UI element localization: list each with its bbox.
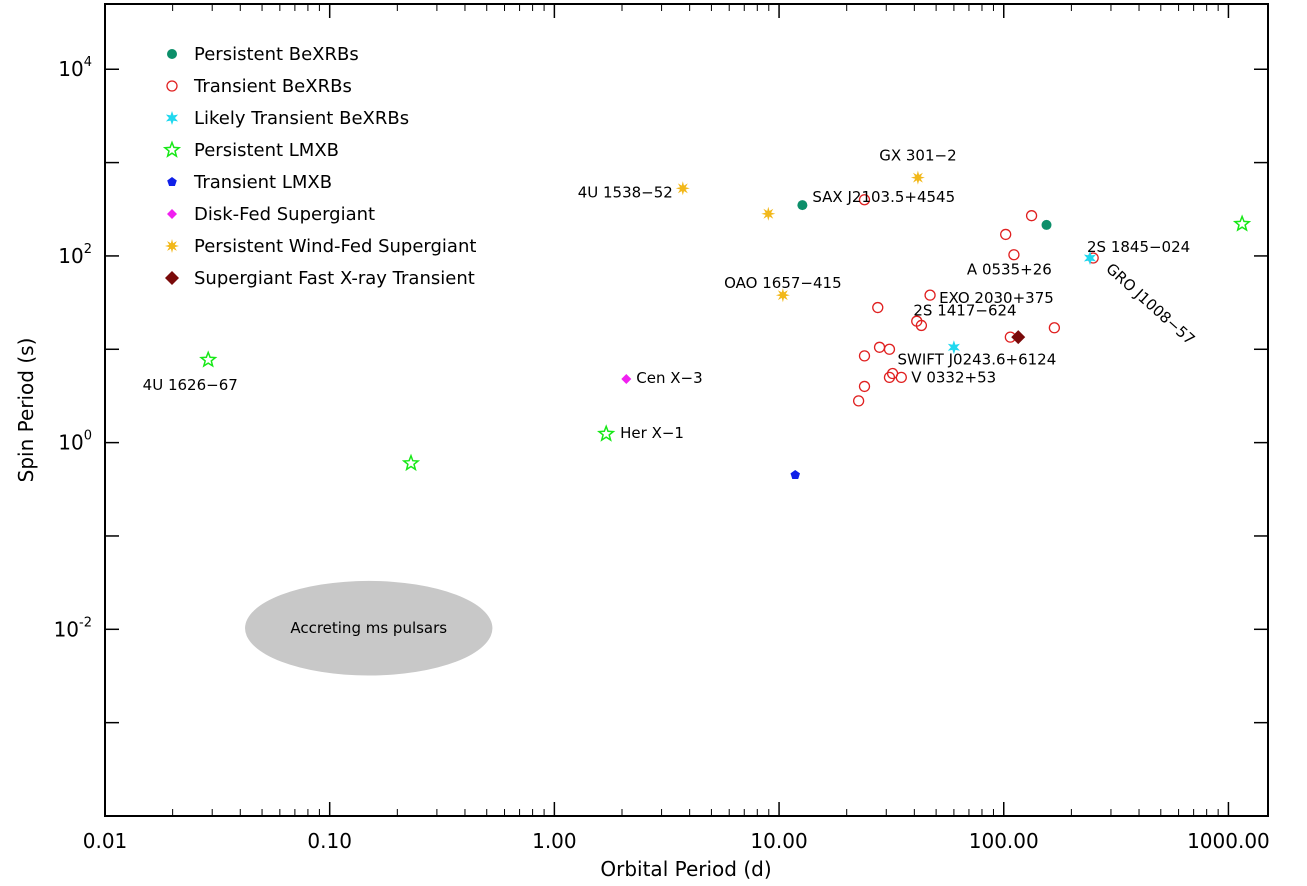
legend-marker [165,111,179,125]
x-axis-title: Orbital Period (d) [600,857,771,881]
data-point [1025,210,1038,222]
data-point [873,341,886,353]
legend-label: Likely Transient BeXRBs [194,108,409,129]
data-point [797,200,808,211]
region-label: Accreting ms pulsars [290,619,447,637]
x-tick-label: 1000.00 [1187,829,1270,853]
legend-marker [165,239,179,253]
data-point [1041,219,1052,230]
annotation-label: 4U 1538−52 [578,183,673,201]
y-axis-title: Spin Period (s) [14,338,38,483]
legend-marker [167,209,177,219]
legend-marker [167,49,177,59]
annotation-label: V 0332+53 [911,368,996,386]
annotation-label: SAX J2103.5+4545 [812,188,955,206]
region-ellipse [245,580,493,676]
data-point [775,288,790,303]
data-point [895,371,907,384]
data-point [924,289,936,301]
data-point [1011,330,1026,345]
data-point [401,453,421,472]
annotation-label: GX 301−2 [879,147,956,165]
region-layer: Accreting ms pulsars [245,580,493,676]
annotation-label: EXO 2030+375 [939,289,1054,307]
annotation-label: Her X−1 [620,424,684,442]
y-tick-label: 104 [58,55,92,81]
legend-label: Transient BeXRBs [193,76,352,97]
data-point [597,424,616,442]
points-layer [199,170,1252,479]
x-tick-label: 0.10 [307,829,352,853]
data-point [910,170,925,185]
annotation-label: A 0535+26 [967,261,1052,279]
legend-label: Transient LMXB [193,172,332,193]
annotation-label: 4U 1626−67 [143,376,238,394]
data-point [947,340,960,355]
legend-marker [165,271,179,285]
x-tick-label: 1.00 [532,829,577,853]
data-point [883,371,896,384]
y-tick-label: 102 [58,242,92,268]
data-point [1083,251,1096,265]
legend: Persistent BeXRBs Transient BeXRBs Likely … [162,44,476,289]
annotation-label: 2S 1417−624 [913,301,1016,319]
data-point [858,350,871,362]
data-point [1048,322,1061,334]
y-tick-label: 10-2 [54,615,92,641]
data-point [1000,228,1012,241]
legend-marker [166,80,178,92]
data-point [199,350,218,368]
x-tick-label: 10.00 [750,829,807,853]
annotation-label: 2S 1845−024 [1087,238,1190,256]
annotation-label: GRO J1008−57 [1102,260,1198,349]
data-point [761,206,776,221]
annotation-label: OAO 1657−415 [724,274,842,292]
data-point [1232,214,1252,232]
data-point [790,470,800,479]
data-point [675,181,690,196]
legend-marker [162,140,182,158]
legend-label: Persistent LMXB [194,140,339,161]
legend-label: Persistent Wind-Fed Supergiant [194,236,476,257]
tick-layer: 0.01 0.10 1.00 10.00 100.00 1000.00 104 102 100 1… [54,4,1270,853]
data-point [858,194,871,206]
data-point [858,380,871,393]
data-point [915,319,928,332]
annotation-label: Cen X−3 [636,369,702,387]
data-point [872,301,884,314]
legend-marker [167,177,177,186]
x-tick-label: 0.01 [83,829,128,853]
legend-label: Disk-Fed Supergiant [194,204,375,225]
annotation-label: SWIFT J0243.6+6124 [898,350,1057,368]
x-tick-label: 100.00 [969,829,1039,853]
data-point [1008,249,1020,261]
data-point [852,395,865,407]
data-point [621,374,632,385]
legend-label: Supergiant Fast X-ray Transient [194,268,475,289]
y-tick-label: 100 [58,429,92,455]
data-point [883,343,896,355]
legend-label: Persistent BeXRBs [194,44,359,65]
plot-frame [104,3,1269,817]
